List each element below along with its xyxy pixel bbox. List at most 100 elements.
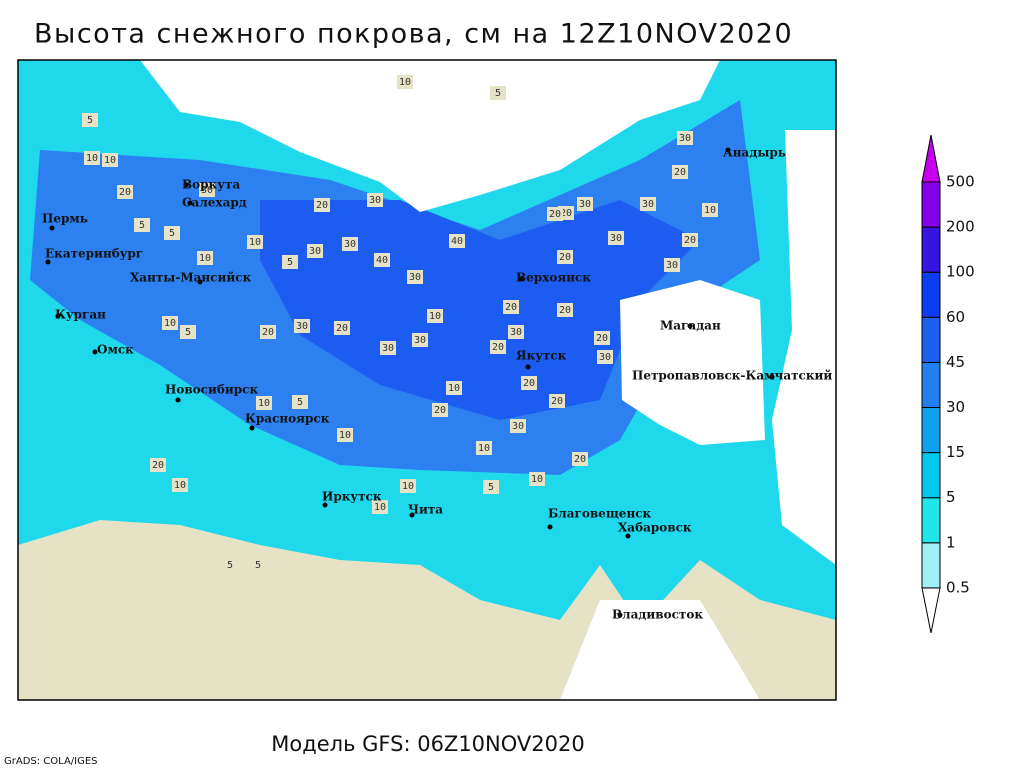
contour-label: 20 xyxy=(119,187,131,198)
contour-label-box xyxy=(367,193,383,207)
city-label: Салехард xyxy=(182,196,247,210)
contour-label: 5 xyxy=(87,115,93,126)
legend-swatch xyxy=(921,497,941,544)
legend-label: 500 xyxy=(946,173,975,191)
contour-label: 10 xyxy=(249,237,261,248)
contour-label: 30 xyxy=(201,185,213,196)
contour-label-box xyxy=(503,300,519,314)
city-label: Владивосток xyxy=(612,608,703,622)
contour-label: 5 xyxy=(297,397,303,408)
city-dot xyxy=(617,612,623,618)
contour-label-box xyxy=(664,258,680,272)
city-label: Екатеринбург xyxy=(45,247,143,261)
credit: GrADS: COLA/IGES xyxy=(4,756,98,767)
city-label: Красноярск xyxy=(245,412,330,426)
contour-label: 5 xyxy=(185,327,191,338)
contour-label: 5 xyxy=(169,228,175,239)
contour-label-box xyxy=(594,331,610,345)
contour-label: 20 xyxy=(596,333,608,344)
contour-label-box xyxy=(476,441,492,455)
legend-label: 60 xyxy=(946,308,965,326)
contour-label: 30 xyxy=(642,199,654,210)
contour-label: 20 xyxy=(336,323,348,334)
contour-label: 10 xyxy=(174,480,186,491)
legend-label: 200 xyxy=(946,218,975,236)
city-label: Иркутск xyxy=(322,490,382,504)
contour-label-box xyxy=(294,319,310,333)
contour-label-box xyxy=(380,341,396,355)
contour-label-box xyxy=(529,472,545,486)
contour-label: 10 xyxy=(164,318,176,329)
contour-label: 30 xyxy=(296,321,308,332)
city-dot xyxy=(45,259,51,265)
sea-of-japan xyxy=(560,600,760,700)
city-dot xyxy=(687,323,693,329)
city-dot xyxy=(175,397,181,403)
contour-label-box xyxy=(702,203,718,217)
contour-label-box xyxy=(397,75,413,89)
contour-label: 5 xyxy=(495,88,501,99)
title: Высота снежного покрова, см на 12Z10NOV2… xyxy=(34,19,793,50)
contour-label: 10 xyxy=(531,474,543,485)
contour-label-box xyxy=(407,270,423,284)
contour-label: 30 xyxy=(309,246,321,257)
contour-label-box xyxy=(292,395,308,409)
contour-label: 10 xyxy=(478,443,490,454)
contour-label: 10 xyxy=(258,398,270,409)
legend-label: 45 xyxy=(946,353,965,371)
legend-swatch xyxy=(921,316,941,363)
contour-label-box xyxy=(490,340,506,354)
contour-label-box xyxy=(557,250,573,264)
contour-label: 30 xyxy=(579,199,591,210)
city-dot xyxy=(725,147,731,153)
contour-label-box xyxy=(372,500,388,514)
contour-label-box xyxy=(334,321,350,335)
contour-label-box xyxy=(164,226,180,240)
contour-label: 10 xyxy=(429,311,441,322)
contour-label-box xyxy=(180,325,196,339)
contour-label-box xyxy=(400,479,416,493)
contour-label-box xyxy=(172,478,188,492)
city-dot xyxy=(409,512,415,518)
contour-label: 5 xyxy=(488,482,494,493)
city-dot xyxy=(769,374,775,380)
contour-label: 10 xyxy=(402,481,414,492)
legend-swatch xyxy=(921,226,941,273)
pacific-ocean xyxy=(772,130,836,565)
contour-label: 10 xyxy=(399,77,411,88)
okhotsk-sea xyxy=(620,280,765,445)
legend-label: 15 xyxy=(946,443,965,461)
contour-label: 10 xyxy=(448,383,460,394)
contour-label-box xyxy=(449,234,465,248)
contour-label: 20 xyxy=(684,235,696,246)
contour-label-box xyxy=(84,151,100,165)
contour-label-box xyxy=(572,452,588,466)
contour-label: 30 xyxy=(666,260,678,271)
contour-label: 20 xyxy=(551,396,563,407)
contour-label: 40 xyxy=(451,236,463,247)
city-dot xyxy=(197,279,203,285)
subtitle: Модель GFS: 06Z10NOV2020 xyxy=(271,732,584,756)
legend-swatch xyxy=(921,587,941,633)
contour-label-box xyxy=(260,325,276,339)
contour-label: 20 xyxy=(262,327,274,338)
contour-label-box xyxy=(247,235,263,249)
contour-label: 20 xyxy=(549,209,561,220)
city-label: Анадырь xyxy=(723,146,786,160)
contour-label-box xyxy=(117,185,133,199)
contour-label: 10 xyxy=(374,502,386,513)
contour-label-box xyxy=(427,309,443,323)
legend-label: 0.5 xyxy=(946,578,970,596)
map-frame xyxy=(17,59,837,701)
contour-label: 10 xyxy=(86,153,98,164)
city-label: Хабаровск xyxy=(618,521,692,535)
city-label: Ханты-Мансийск xyxy=(130,271,252,285)
legend-swatch xyxy=(921,361,941,408)
contour-label-box xyxy=(199,183,215,197)
contour-label: 30 xyxy=(409,272,421,283)
city-dot xyxy=(519,276,525,282)
contour-label-box xyxy=(307,244,323,258)
contour-label-box xyxy=(483,480,499,494)
contour-label-box xyxy=(82,113,98,127)
